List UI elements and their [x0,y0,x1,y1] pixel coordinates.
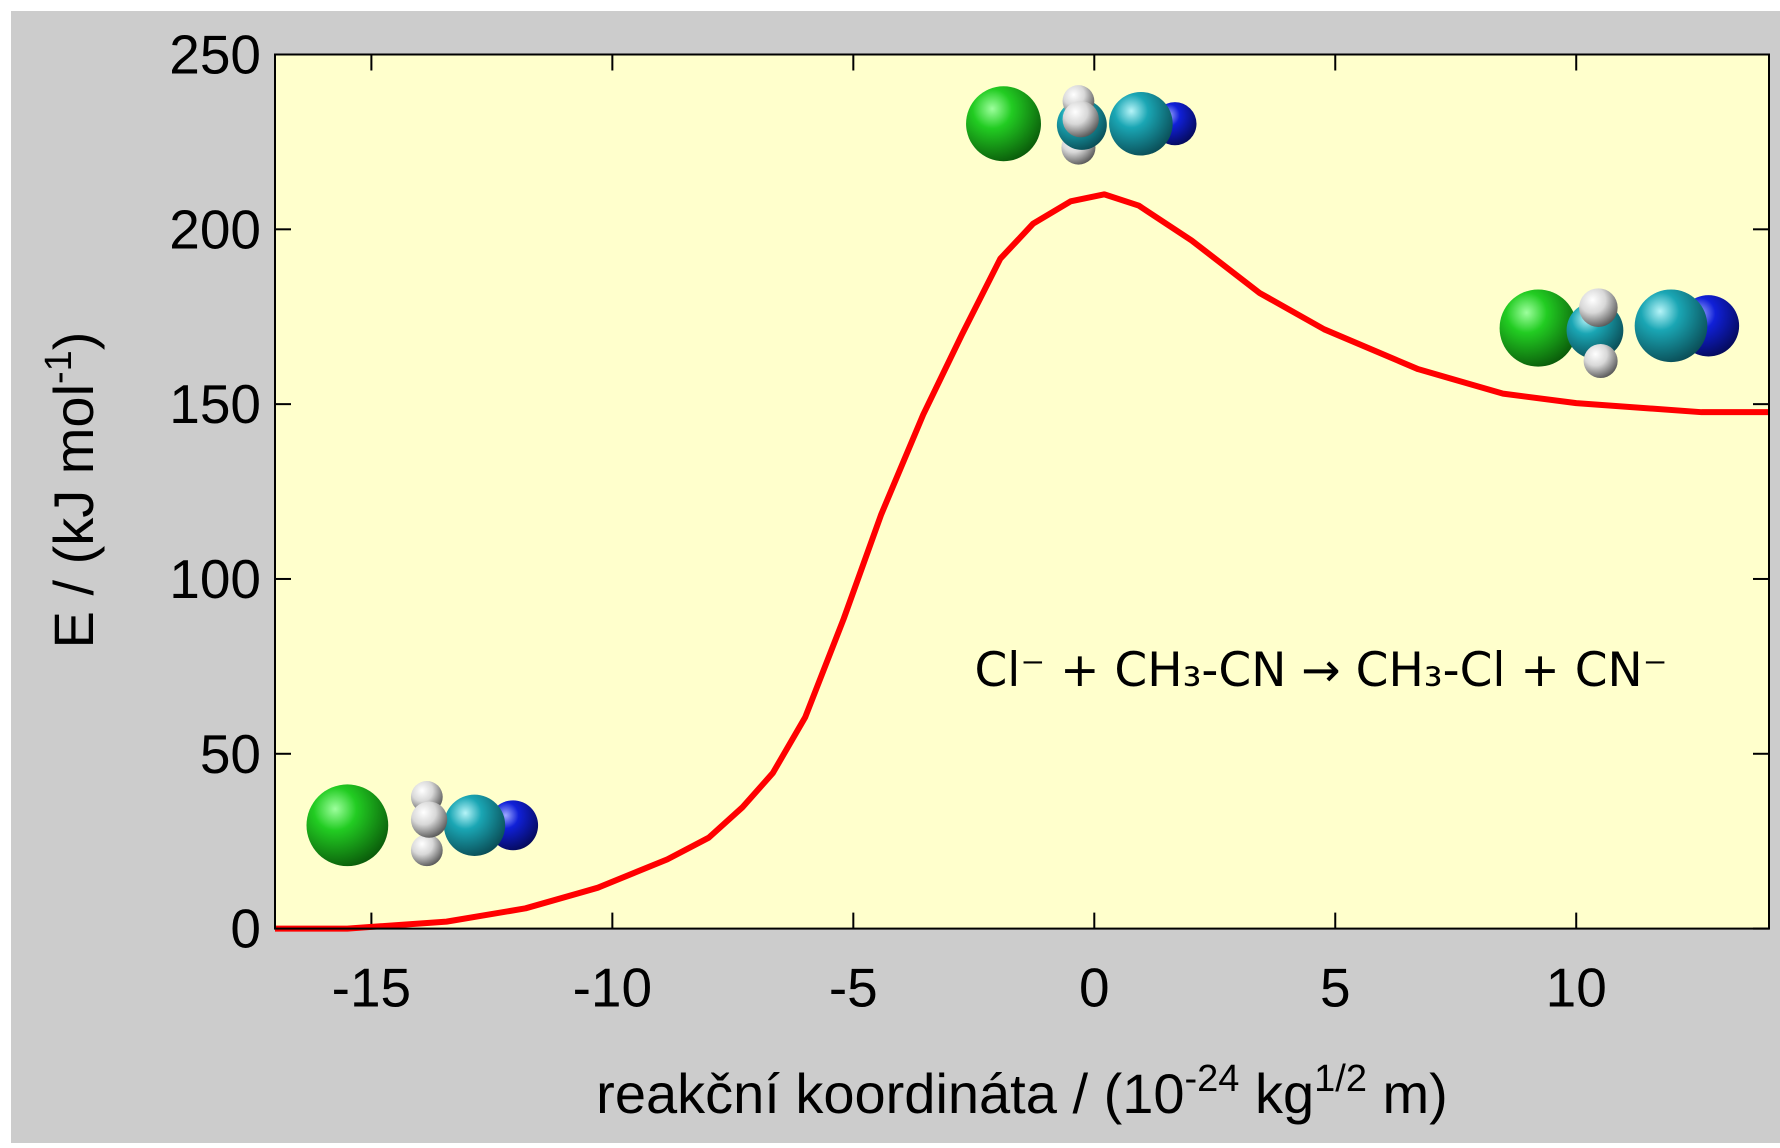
x-label-sup: 1/2 [1314,1058,1367,1100]
x-label-part: kg [1239,1062,1314,1125]
y-label-sup: -1 [38,350,80,384]
x-label-sup: -24 [1185,1058,1240,1100]
y-label-part: E / (kJ mol [42,384,105,648]
reaction-equation: Cl⁻ + CH₃-CN → CH₃-Cl + CN⁻ [974,643,1667,698]
x-tick-label: -5 [829,957,878,1019]
x-label-part: m) [1367,1062,1448,1125]
y-tick-label: 100 [169,548,261,610]
y-tick-label: 0 [230,898,261,960]
plot-area [275,55,1769,929]
x-tick-label: 5 [1320,957,1351,1019]
x-tick-label: -15 [332,957,412,1019]
x-label-part: reakční koordináta / (10 [596,1062,1184,1125]
y-tick-label: 250 [169,24,261,86]
x-tick-label: 10 [1546,957,1607,1019]
chart: Cl⁻ + CH₃-CN → CH₃-Cl + CN⁻ reakční koor… [0,0,1780,1143]
y-tick-label: 200 [169,198,261,260]
y-tick-label: 150 [169,373,261,435]
y-label-part: ) [42,332,105,351]
y-tick-label: 50 [200,723,261,785]
x-tick-label: 0 [1079,957,1110,1019]
x-tick-label: -10 [573,957,653,1019]
